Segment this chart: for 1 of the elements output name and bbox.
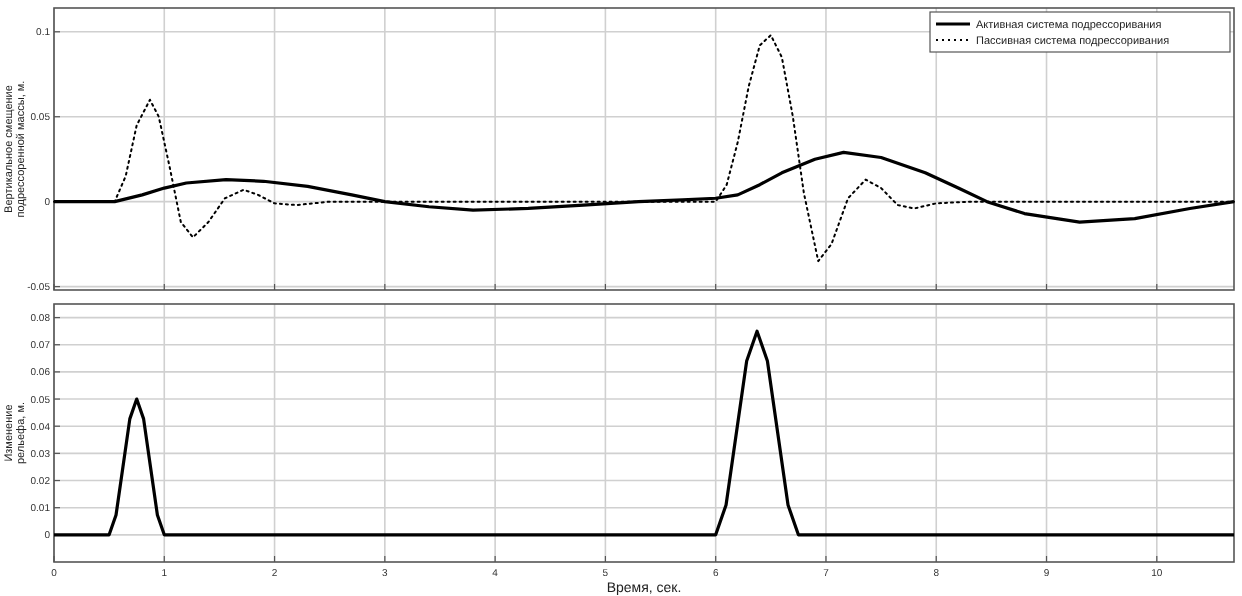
line-series <box>52 329 1236 537</box>
